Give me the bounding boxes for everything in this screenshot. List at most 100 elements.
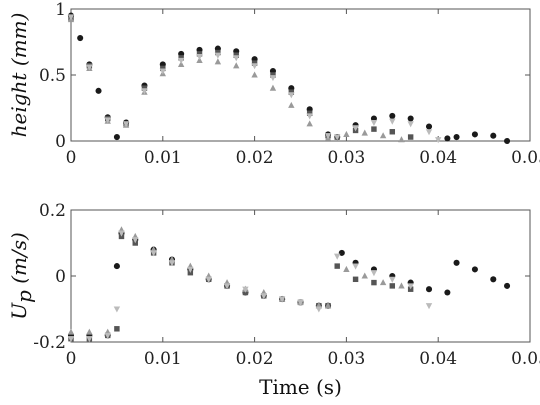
data-point [306, 120, 313, 127]
data-point [67, 14, 75, 21]
data-point [407, 134, 414, 140]
series-triangle-down [67, 230, 433, 343]
data-point [77, 35, 84, 42]
data-point [343, 130, 350, 137]
data-point [370, 119, 378, 127]
data-point [453, 259, 460, 266]
data-point [104, 117, 111, 124]
series-triangle-down [67, 14, 442, 144]
data-point [389, 283, 396, 289]
data-point [398, 282, 405, 289]
data-point [242, 286, 249, 293]
data-point [269, 84, 277, 91]
data-point [306, 110, 313, 116]
data-point [233, 52, 239, 58]
data-point [324, 133, 332, 140]
data-point [178, 55, 184, 61]
data-point [471, 266, 478, 273]
series-square [68, 233, 414, 342]
x-tick-label: 0.02 [236, 148, 274, 168]
y-tick-label: 0.2 [39, 201, 66, 221]
data-point [425, 286, 433, 293]
data-point [306, 113, 313, 120]
velocity-panel: 00.010.020.030.040.05-0.200.2Up (m/s)Tim… [7, 201, 540, 399]
data-point [352, 276, 359, 283]
x-tick-label: 0.01 [144, 148, 182, 168]
data-point [315, 306, 323, 313]
data-point [371, 279, 377, 286]
data-point [86, 328, 93, 335]
data-point [288, 89, 295, 95]
data-point [361, 129, 368, 136]
data-point [338, 249, 345, 256]
data-point [490, 132, 497, 139]
data-point [86, 64, 93, 71]
x-tick-label: 0.03 [327, 148, 365, 168]
y-axis-label: height (mm) [7, 13, 31, 138]
data-point [95, 87, 102, 94]
data-point [67, 328, 75, 335]
series-square [68, 15, 414, 140]
data-point [361, 272, 368, 279]
data-point [205, 276, 212, 283]
data-point [379, 279, 387, 286]
y-axis-label: Up (m/s) [7, 232, 36, 320]
data-point [215, 49, 221, 56]
x-tick-label: 0.05 [511, 349, 540, 369]
data-point [196, 53, 203, 61]
data-point [233, 62, 240, 69]
data-point [159, 68, 166, 75]
y-tick-label: 0 [55, 132, 66, 152]
series-circle [67, 12, 511, 145]
series-circle [67, 230, 511, 339]
data-point [398, 136, 405, 143]
data-point [118, 230, 125, 237]
data-point [104, 332, 111, 339]
data-point [407, 283, 414, 290]
data-point [343, 265, 350, 272]
data-point [504, 137, 511, 145]
data-point [324, 302, 332, 309]
data-point [389, 118, 396, 125]
plot-frame [70, 209, 531, 343]
data-point [269, 75, 277, 82]
data-point [370, 270, 378, 277]
x-tick-label: 0.04 [419, 349, 457, 369]
data-point [453, 134, 460, 141]
data-point [113, 306, 121, 313]
data-point [389, 276, 396, 283]
data-point [504, 282, 511, 289]
data-point [251, 60, 258, 66]
plot-frame [70, 8, 531, 142]
x-tick-label: 0.01 [144, 349, 182, 369]
data-point [425, 123, 433, 130]
data-point [141, 85, 148, 91]
data-point [425, 129, 433, 136]
x-tick-label: 0 [66, 349, 77, 369]
data-point [334, 134, 341, 141]
data-point [141, 88, 148, 95]
data-point [334, 253, 341, 260]
data-point [113, 263, 120, 270]
data-point [297, 299, 304, 306]
data-point [435, 137, 442, 144]
height-panel: 0 0.01 0.02 0.03 0.04 0.05 0 0.5 1 height (mm) [7, 0, 540, 168]
data-point [379, 132, 387, 139]
data-point [114, 326, 120, 332]
data-point [187, 266, 194, 273]
data-point [214, 52, 222, 59]
data-point [196, 51, 203, 57]
data-point [67, 336, 75, 343]
data-point [150, 250, 157, 257]
data-point [334, 263, 340, 269]
data-point [444, 289, 451, 296]
y-tick-label: 0 [55, 267, 66, 287]
data-point [444, 135, 451, 142]
x-tick-label: 0.04 [419, 148, 457, 168]
data-point [371, 126, 377, 132]
x-tick-label: 0.05 [511, 148, 540, 168]
data-point [160, 65, 166, 72]
series-triangle [67, 16, 405, 143]
data-point [352, 125, 359, 132]
